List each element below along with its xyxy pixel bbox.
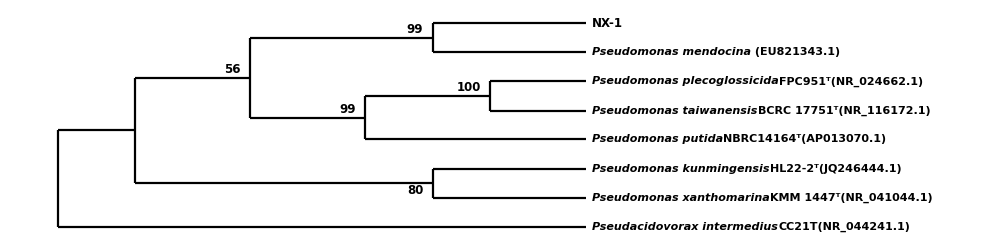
Text: Pseudomonas kunmingensis: Pseudomonas kunmingensis — [592, 164, 770, 174]
Text: 100: 100 — [456, 81, 481, 94]
Text: FPC951ᵀ(NR_024662.1): FPC951ᵀ(NR_024662.1) — [779, 76, 923, 87]
Text: (EU821343.1): (EU821343.1) — [751, 47, 840, 57]
Text: Pseudomonas plecoglossicida: Pseudomonas plecoglossicida — [592, 77, 779, 86]
Text: NBRC14164ᵀ(AP013070.1): NBRC14164ᵀ(AP013070.1) — [723, 135, 886, 144]
Text: 80: 80 — [407, 184, 423, 197]
Text: Pseudomonas taiwanensis: Pseudomonas taiwanensis — [592, 106, 758, 116]
Text: Pseudomonas mendocina: Pseudomonas mendocina — [592, 47, 751, 57]
Text: 56: 56 — [224, 63, 241, 76]
Text: 99: 99 — [339, 103, 356, 116]
Text: BCRC 17751ᵀ(NR_116172.1): BCRC 17751ᵀ(NR_116172.1) — [758, 106, 930, 116]
Text: NX-1: NX-1 — [592, 17, 623, 30]
Text: HL22-2ᵀ(JQ246444.1): HL22-2ᵀ(JQ246444.1) — [770, 164, 901, 174]
Text: Pseudacidovorax intermedius: Pseudacidovorax intermedius — [592, 222, 778, 232]
Text: CC21T(NR_044241.1): CC21T(NR_044241.1) — [778, 222, 910, 232]
Text: 99: 99 — [407, 23, 423, 36]
Text: KMM 1447ᵀ(NR_041044.1): KMM 1447ᵀ(NR_041044.1) — [770, 193, 933, 203]
Text: Pseudomonas putida: Pseudomonas putida — [592, 135, 723, 144]
Text: Pseudomonas xanthomarina: Pseudomonas xanthomarina — [592, 193, 770, 203]
